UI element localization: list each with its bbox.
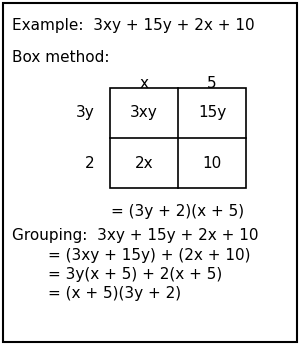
Text: 2: 2 xyxy=(85,156,95,170)
Text: Box method:: Box method: xyxy=(12,50,110,65)
Text: 10: 10 xyxy=(202,156,222,170)
Text: 3xy: 3xy xyxy=(130,106,158,120)
Text: = 3y(x + 5) + 2(x + 5): = 3y(x + 5) + 2(x + 5) xyxy=(48,267,222,282)
Text: = (x + 5)(3y + 2): = (x + 5)(3y + 2) xyxy=(48,286,181,301)
Bar xyxy=(110,88,246,188)
Text: 3y: 3y xyxy=(76,106,95,120)
Text: Example:  3xy + 15y + 2x + 10: Example: 3xy + 15y + 2x + 10 xyxy=(12,18,255,33)
Text: Grouping:  3xy + 15y + 2x + 10: Grouping: 3xy + 15y + 2x + 10 xyxy=(12,228,259,243)
Text: = (3xy + 15y) + (2x + 10): = (3xy + 15y) + (2x + 10) xyxy=(48,248,250,263)
Text: 2x: 2x xyxy=(135,156,153,170)
Text: 15y: 15y xyxy=(198,106,226,120)
Text: 5: 5 xyxy=(207,76,217,91)
Text: x: x xyxy=(140,76,148,91)
Text: = (3y + 2)(x + 5): = (3y + 2)(x + 5) xyxy=(111,204,244,219)
